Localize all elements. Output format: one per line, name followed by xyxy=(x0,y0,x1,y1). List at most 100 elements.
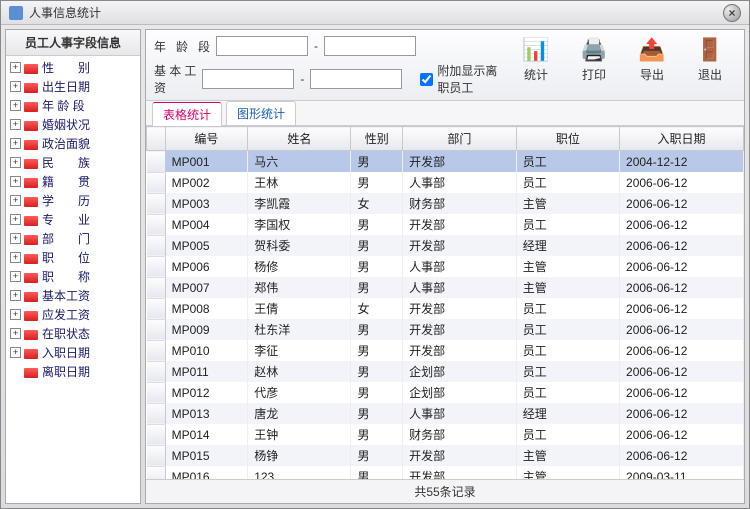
data-grid[interactable]: 编号姓名性别部门职位入职日期 MP001马六男开发部员工2004-12-12MP… xyxy=(146,125,744,479)
column-header[interactable]: 部门 xyxy=(403,127,517,151)
exit-label: 退出 xyxy=(698,66,722,83)
cell: 李国权 xyxy=(248,214,351,235)
tree-label: 学 历 xyxy=(42,192,90,209)
tree-item[interactable]: + 应发工资 xyxy=(6,305,140,324)
print-button[interactable]: 🖨️ 打印 xyxy=(572,36,616,83)
tree-item[interactable]: +部 门 xyxy=(6,229,140,248)
age-from-input[interactable] xyxy=(216,36,308,56)
tree-item[interactable]: + 籍 贯 xyxy=(6,172,140,191)
expander-icon[interactable]: + xyxy=(10,195,21,206)
stats-button[interactable]: 📊 统计 xyxy=(514,36,558,83)
cell: 人事部 xyxy=(403,172,517,193)
folder-icon xyxy=(24,214,38,226)
export-button[interactable]: 📤 导出 xyxy=(630,36,674,83)
expander-icon[interactable]: + xyxy=(10,328,21,339)
cell: 员工 xyxy=(516,172,619,193)
table-row[interactable]: MP011赵林男企划部员工2006-06-12 xyxy=(147,361,744,382)
salary-from-input[interactable] xyxy=(202,69,294,89)
show-resigned-checkbox[interactable]: 附加显示离职员工 xyxy=(420,62,506,96)
table-row[interactable]: MP014王钟男财务部员工2006-06-12 xyxy=(147,424,744,445)
tree-item[interactable]: +专 业 xyxy=(6,210,140,229)
tree-item[interactable]: +基本工资 xyxy=(6,286,140,305)
expander-icon[interactable]: + xyxy=(10,271,21,282)
table-row[interactable]: MP002王林男人事部员工2006-06-12 xyxy=(147,172,744,193)
cell: 男 xyxy=(351,235,403,256)
tree-item[interactable]: +民 族 xyxy=(6,153,140,172)
tree-item[interactable]: +婚姻状况 xyxy=(6,115,140,134)
expander-icon[interactable]: + xyxy=(10,119,21,130)
expander-icon[interactable]: + xyxy=(10,138,21,149)
salary-label: 基本工资 xyxy=(154,62,196,96)
tree-item[interactable]: +出生日期 xyxy=(6,77,140,96)
table-row[interactable]: MP005贺科委男开发部经理2006-06-12 xyxy=(147,235,744,256)
close-button[interactable]: × xyxy=(723,4,741,22)
expander-icon[interactable]: + xyxy=(10,347,21,358)
age-label: 年 龄 段 xyxy=(154,38,210,55)
table-row[interactable]: MP012代彦男企划部员工2006-06-12 xyxy=(147,382,744,403)
expander-icon[interactable]: + xyxy=(10,309,21,320)
column-header[interactable]: 姓名 xyxy=(248,127,351,151)
table-row[interactable]: MP001马六男开发部员工2004-12-12 xyxy=(147,151,744,173)
cell: MP001 xyxy=(165,151,248,173)
table-row[interactable]: MP006杨修男人事部主管2006-06-12 xyxy=(147,256,744,277)
tree-item[interactable]: +年 龄 段 xyxy=(6,96,140,115)
show-resigned-label: 附加显示离职员工 xyxy=(437,62,506,96)
tabs: 表格统计 图形统计 xyxy=(146,101,744,125)
salary-to-input[interactable] xyxy=(310,69,402,89)
cell: 男 xyxy=(351,151,403,173)
tree-item[interactable]: +政治面貌 xyxy=(6,134,140,153)
expander-icon[interactable]: + xyxy=(10,62,21,73)
table-row[interactable]: MP009杜东洋男开发部员工2006-06-12 xyxy=(147,319,744,340)
cell: 男 xyxy=(351,403,403,424)
column-header[interactable]: 性别 xyxy=(351,127,403,151)
expander-icon[interactable]: + xyxy=(10,81,21,92)
show-resigned-input[interactable] xyxy=(420,73,433,86)
expander-icon[interactable]: + xyxy=(10,176,21,187)
cell: 代彦 xyxy=(248,382,351,403)
expander-icon[interactable]: + xyxy=(10,214,21,225)
cell: 员工 xyxy=(516,424,619,445)
tree-item[interactable]: +职 位 xyxy=(6,248,140,267)
toolbar: 年 龄 段 - 基本工资 - 附加显示离职员工 xyxy=(146,30,744,101)
table-row[interactable]: MP008王倩女开发部员工2006-06-12 xyxy=(147,298,744,319)
expander-icon[interactable]: + xyxy=(10,290,21,301)
cell: 2006-06-12 xyxy=(620,172,744,193)
table-row[interactable]: MP016123男开发部主管2009-03-11 xyxy=(147,466,744,479)
column-header[interactable]: 编号 xyxy=(165,127,248,151)
tab-chart[interactable]: 图形统计 xyxy=(226,101,296,125)
exit-button[interactable]: 🚪 退出 xyxy=(688,36,732,83)
tree-item[interactable]: +职 称 xyxy=(6,267,140,286)
age-to-input[interactable] xyxy=(324,36,416,56)
app-icon xyxy=(9,6,23,20)
table-row[interactable]: MP003李凯霞女财务部主管2006-06-12 xyxy=(147,193,744,214)
folder-icon xyxy=(24,271,38,283)
table-row[interactable]: MP007郑伟男人事部主管2006-06-12 xyxy=(147,277,744,298)
expander-icon[interactable]: + xyxy=(10,252,21,263)
tree-item[interactable]: + 学 历 xyxy=(6,191,140,210)
tree-label: 籍 贯 xyxy=(42,173,90,190)
table-row[interactable]: MP013唐龙男人事部经理2006-06-12 xyxy=(147,403,744,424)
cell: 员工 xyxy=(516,382,619,403)
column-header[interactable]: 入职日期 xyxy=(620,127,744,151)
expander-icon[interactable]: + xyxy=(10,233,21,244)
cell: 王钟 xyxy=(248,424,351,445)
cell: 员工 xyxy=(516,151,619,173)
tree-item[interactable]: +入职日期 xyxy=(6,343,140,362)
table-row[interactable]: MP004李国权男开发部员工2006-06-12 xyxy=(147,214,744,235)
tree-item[interactable]: 离职日期 xyxy=(6,362,140,381)
tab-table[interactable]: 表格统计 xyxy=(152,102,222,126)
expander-icon[interactable]: + xyxy=(10,100,21,111)
expander-icon[interactable]: + xyxy=(10,157,21,168)
cell: 女 xyxy=(351,298,403,319)
exit-icon: 🚪 xyxy=(694,36,726,64)
cell: 人事部 xyxy=(403,256,517,277)
column-header[interactable]: 职位 xyxy=(516,127,619,151)
table-row[interactable]: MP010李征男开发部员工2006-06-12 xyxy=(147,340,744,361)
tree-item[interactable]: +性 别 xyxy=(6,58,140,77)
cell: 杨修 xyxy=(248,256,351,277)
field-tree: +性 别+出生日期+年 龄 段+婚姻状况+政治面貌+民 族+籍 贯+学 历+专 … xyxy=(6,56,140,503)
cell: 男 xyxy=(351,445,403,466)
table-row[interactable]: MP015杨铮男开发部主管2006-06-12 xyxy=(147,445,744,466)
tree-item[interactable]: +在职状态 xyxy=(6,324,140,343)
tree-label: 应发工资 xyxy=(42,306,90,323)
